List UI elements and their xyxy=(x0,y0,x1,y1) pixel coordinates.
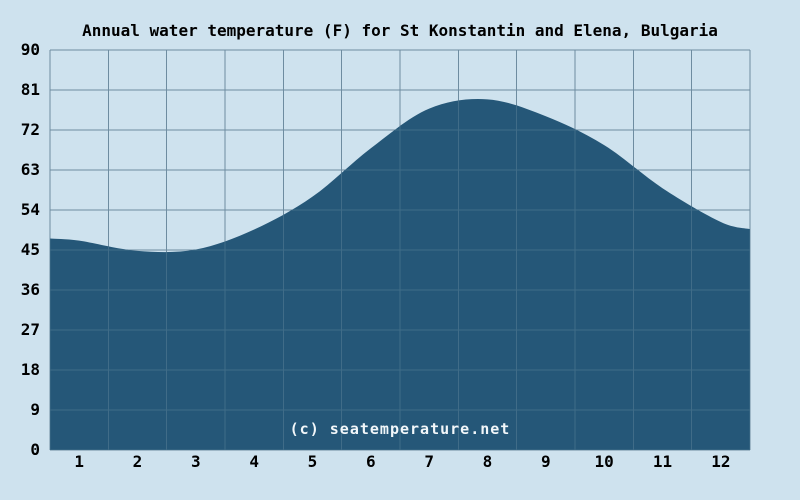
y-axis-tick-label: 63 xyxy=(20,160,40,179)
x-axis-tick-label: 6 xyxy=(366,452,376,471)
x-axis-tick-label: 3 xyxy=(191,452,201,471)
y-axis-tick-label: 36 xyxy=(20,280,40,299)
chart-title: Annual water temperature (F) for St Kons… xyxy=(82,21,718,40)
x-axis-tick-label: 12 xyxy=(711,452,731,471)
y-axis-tick-label: 9 xyxy=(30,400,40,419)
x-axis-tick-label: 4 xyxy=(249,452,259,471)
x-axis-tick-label: 8 xyxy=(482,452,493,471)
x-axis-tick-label: 10 xyxy=(594,452,614,471)
x-axis-tick-label: 7 xyxy=(424,452,434,471)
y-axis-tick-label: 27 xyxy=(20,320,40,339)
watermark: (c) seatemperature.net xyxy=(289,420,511,438)
y-axis-tick-label: 72 xyxy=(20,120,40,139)
y-axis-tick-label: 45 xyxy=(20,240,40,259)
y-axis-tick-label: 54 xyxy=(20,200,40,219)
y-axis-tick-label: 81 xyxy=(20,80,40,99)
x-axis-tick-label: 5 xyxy=(307,452,318,471)
y-axis-tick-label: 0 xyxy=(30,440,40,459)
y-axis-tick-label: 90 xyxy=(20,40,40,59)
x-axis-tick-label: 11 xyxy=(652,452,673,471)
x-axis-tick-label: 9 xyxy=(541,452,551,471)
x-axis-tick-label: 2 xyxy=(132,452,143,471)
y-axis-tick-label: 18 xyxy=(20,360,40,379)
x-axis-tick-label: 1 xyxy=(74,452,84,471)
